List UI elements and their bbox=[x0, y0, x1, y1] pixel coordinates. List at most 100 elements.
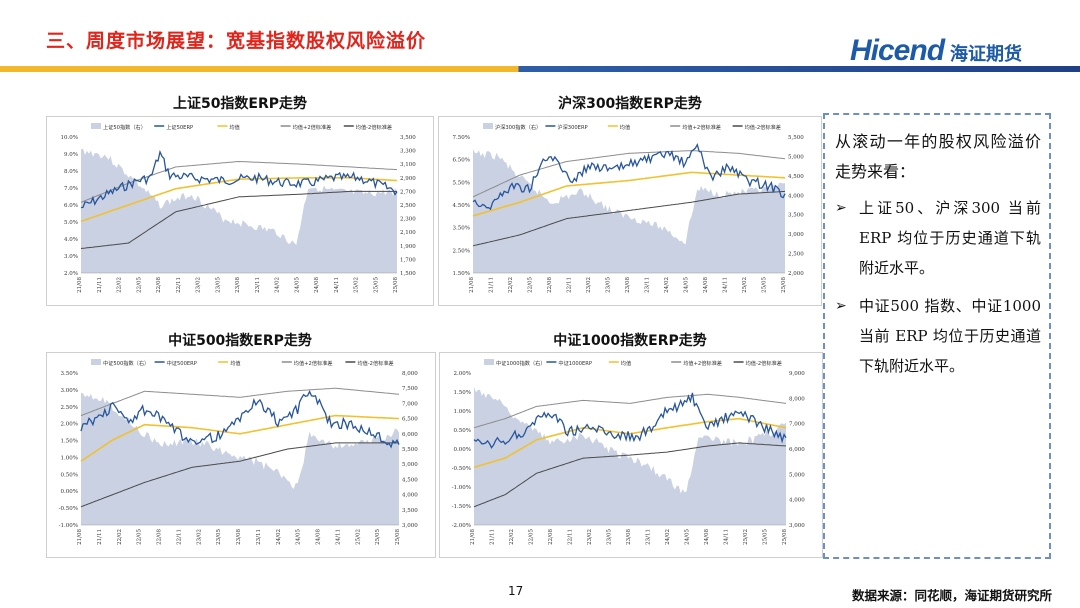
right-tick-label: 7,500 bbox=[402, 386, 418, 392]
chart-title-sz50: 上证50指数ERP走势 bbox=[172, 96, 308, 112]
right-tick-label: 6,000 bbox=[402, 432, 418, 438]
x-tick-label: 24/02 bbox=[665, 529, 671, 545]
x-tick-label: 25/08 bbox=[781, 277, 787, 293]
legend-label: 均值+2倍标准差 bbox=[293, 123, 332, 131]
x-tick-label: 25/05 bbox=[763, 529, 769, 545]
x-tick-label: 23/08 bbox=[626, 529, 632, 545]
x-tick-label: 22/08 bbox=[156, 277, 162, 293]
x-tick-label: 21/08 bbox=[77, 277, 83, 293]
left-tick-label: 5.0% bbox=[64, 220, 78, 226]
right-tick-label: 9,000 bbox=[789, 371, 805, 377]
x-tick-label: 21/11 bbox=[97, 277, 103, 293]
x-tick-label: 23/08 bbox=[625, 277, 631, 293]
lower-band-line bbox=[80, 190, 397, 249]
index-area bbox=[81, 148, 397, 273]
arrow-bullet-icon: ➢ bbox=[835, 298, 847, 314]
legend-label: 均值 bbox=[230, 359, 240, 367]
right-tick-label: 5,500 bbox=[788, 135, 804, 141]
legend-swatch bbox=[91, 359, 101, 365]
summary-bullet-1: ➢ 上证50、沪深300 当前ERP 均位于历史通道下轨附近水平。 bbox=[835, 193, 1041, 283]
left-tick-label: -0.50% bbox=[59, 506, 78, 512]
x-tick-label: 21/11 bbox=[489, 277, 495, 293]
right-tick-label: 2,900 bbox=[400, 176, 416, 182]
right-tick-label: 4,500 bbox=[788, 174, 804, 180]
header-bar bbox=[0, 66, 1080, 72]
right-tick-label: 7,000 bbox=[789, 422, 805, 428]
erp-line bbox=[80, 149, 398, 209]
left-tick-label: -1.00% bbox=[452, 485, 471, 491]
x-tick-label: 21/08 bbox=[470, 529, 476, 545]
right-tick-label: 2,500 bbox=[400, 203, 416, 209]
legend: 沪深300指数（右） 沪深300ERP 均值 均值+2倍标准差 均值-2倍标准差 bbox=[483, 123, 781, 131]
left-tick-label: 1.00% bbox=[61, 455, 78, 461]
legend: 中证500指数（右） 中证500ERP 均值 均值+2倍标准差 均值-2倍标准差 bbox=[91, 359, 394, 367]
left-tick-label: 0.50% bbox=[454, 428, 471, 434]
left-tick-label: 4.0% bbox=[64, 237, 78, 243]
chart-title-zz1000: 中证1000指数ERP走势 bbox=[553, 333, 707, 349]
chart-zz1000: 中证1000指数（右） 中证1000ERP 均值 均值+2倍标准差 均值-2倍标准差 2.… bbox=[439, 352, 823, 558]
right-tick-label: 2,700 bbox=[400, 189, 416, 195]
chart-svg-hs300: 沪深300指数（右） 沪深300ERP 均值 均值+2倍标准差 均值-2倍标准差 7.50… bbox=[453, 123, 804, 293]
left-tick-label: 0.00% bbox=[454, 447, 471, 453]
x-tick-label: 24/02 bbox=[276, 529, 282, 545]
left-tick-label: -1.00% bbox=[59, 523, 78, 529]
right-tick-label: 8,000 bbox=[789, 396, 805, 402]
x-tick-label: 24/08 bbox=[703, 277, 709, 293]
legend-label: 沪深300指数（右） bbox=[495, 123, 541, 131]
x-tick-label: 22/02 bbox=[509, 529, 515, 545]
page-number: 17 bbox=[508, 584, 524, 598]
right-tick-label: 4,000 bbox=[402, 493, 418, 499]
logo: Hicend 海证期货 bbox=[850, 26, 1022, 66]
lower-band-line bbox=[80, 442, 399, 508]
index-area bbox=[474, 387, 786, 525]
x-tick-label: 23/11 bbox=[646, 529, 652, 545]
right-tick-label: 3,500 bbox=[788, 213, 804, 219]
right-tick-label: 1,500 bbox=[400, 271, 416, 277]
right-tick-label: 3,100 bbox=[400, 162, 416, 168]
right-tick-label: 3,500 bbox=[400, 135, 416, 141]
x-tick-label: 22/02 bbox=[508, 277, 514, 293]
x-tick-label: 24/05 bbox=[296, 529, 302, 545]
legend-label: 均值 bbox=[621, 359, 631, 367]
erp-line bbox=[472, 142, 786, 211]
x-tick-label: 22/11 bbox=[176, 277, 182, 293]
legend-label: 中证500指数（右） bbox=[103, 359, 149, 367]
left-tick-label: 1.50% bbox=[61, 439, 78, 445]
x-tick-label: 22/05 bbox=[529, 529, 535, 545]
legend-label: 中证1000指数（右） bbox=[496, 359, 546, 367]
right-tick-label: 5,000 bbox=[789, 472, 805, 478]
left-tick-label: 1.50% bbox=[453, 271, 470, 277]
x-tick-label: 24/02 bbox=[275, 277, 281, 293]
chart-title-zz500: 中证500指数ERP走势 bbox=[168, 333, 312, 349]
logo-cn: 海证期货 bbox=[950, 44, 1023, 65]
legend: 中证1000指数（右） 中证1000ERP 均值 均值+2倍标准差 均值-2倍标准差 bbox=[484, 359, 782, 367]
chart-sz50: 上证50指数（右） 上证50ERP 均值 均值+2倍标准差 均值-2倍标准差 10.0% 9… bbox=[46, 116, 434, 306]
left-tick-label: 7.50% bbox=[453, 135, 470, 141]
x-tick-label: 22/11 bbox=[568, 529, 574, 545]
x-tick-label: 23/11 bbox=[256, 529, 262, 545]
erp-line bbox=[473, 392, 787, 449]
x-tick-label: 22/11 bbox=[567, 277, 573, 293]
chart-svg-sz50: 上证50指数（右） 上证50ERP 均值 均值+2倍标准差 均值-2倍标准差 10.0% 9… bbox=[61, 123, 416, 293]
x-tick-label: 25/02 bbox=[355, 529, 361, 545]
chart-hs300: 沪深300指数（右） 沪深300ERP 均值 均值+2倍标准差 均值-2倍标准差 7.50… bbox=[438, 116, 822, 306]
x-tick-label: 22/05 bbox=[528, 277, 534, 293]
right-tick-label: 3,500 bbox=[402, 508, 418, 514]
arrow-bullet-icon: ➢ bbox=[835, 200, 847, 216]
right-tick-label: 2,300 bbox=[400, 217, 416, 223]
left-tick-label: 8.0% bbox=[64, 169, 78, 175]
x-tick-label: 25/05 bbox=[375, 529, 381, 545]
x-tick-label: 25/02 bbox=[742, 277, 748, 293]
left-tick-label: 9.0% bbox=[64, 152, 78, 158]
mean-line bbox=[473, 417, 787, 468]
left-tick-label: 3.00% bbox=[61, 388, 78, 394]
left-tick-label: 2.00% bbox=[61, 422, 78, 428]
x-tick-label: 24/11 bbox=[724, 529, 730, 545]
x-tick-label: 24/11 bbox=[723, 277, 729, 293]
page-title: 三、周度市场展望：宽基指数股权风险溢价 bbox=[46, 30, 427, 52]
logo-text: Hicend bbox=[850, 34, 945, 67]
x-tick-label: 24/08 bbox=[314, 277, 320, 293]
upper-band-line bbox=[80, 387, 400, 417]
x-tick-label: 22/11 bbox=[176, 529, 182, 545]
right-tick-label: 3,300 bbox=[400, 149, 416, 155]
